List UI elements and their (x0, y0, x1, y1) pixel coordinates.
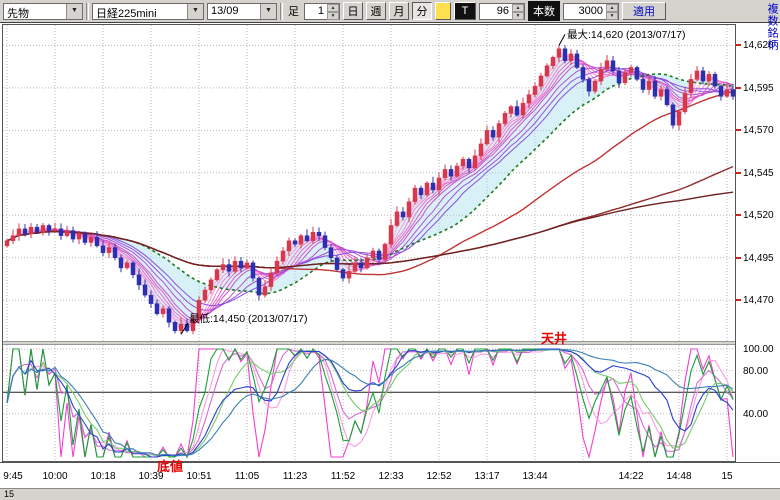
spin-up-icon[interactable]: ▲ (606, 3, 618, 12)
time-axis-label: 13:44 (522, 471, 548, 482)
bottom-scroll-strip[interactable]: 15 (0, 488, 780, 500)
contract-month-value: 13/09 (211, 4, 239, 17)
toolbar-separator (280, 2, 283, 20)
contract-month-select[interactable]: 13/09 ▼ (207, 2, 277, 20)
period-day-button[interactable]: 日 (343, 2, 363, 20)
bars-spinner[interactable]: 96 ▲ ▼ (479, 2, 525, 20)
period-minute-button[interactable]: 分 (412, 2, 432, 20)
strip-label: 15 (4, 489, 15, 499)
oscillator-axis-label: 40.00 (743, 408, 769, 420)
time-axis-label: 11:05 (234, 471, 260, 482)
toolbar-separator (86, 2, 89, 20)
time-axis-label: 14:22 (618, 471, 644, 482)
time-axis-label: 10:51 (186, 471, 212, 482)
toolbar: 先物 ▼ 日経225mini ▼ 13/09 ▼ 足 1 ▲ ▼ 日 週 月 分 … (0, 0, 780, 23)
axis-tick (736, 171, 741, 174)
oscillator-axis-label: 100.00 (743, 344, 774, 355)
max-annotation: 最大:14,620 (2013/07/17) (567, 29, 686, 41)
axis-tick (736, 44, 741, 47)
count-label: 本数 (528, 1, 560, 21)
spin-up-icon[interactable]: ▲ (512, 3, 524, 12)
time-axis-label: 9:45 (3, 471, 23, 482)
axis-tick (736, 129, 741, 132)
bar-type-label: 足 (288, 6, 299, 18)
price-axis-label: 14,495 (743, 252, 774, 264)
chevron-down-icon[interactable]: ▼ (66, 3, 82, 19)
time-axis-label: 12:52 (426, 471, 452, 482)
spin-down-icon[interactable]: ▼ (606, 11, 618, 20)
plot-area (2, 24, 736, 462)
interval-value: 1 (317, 4, 324, 17)
interval-spinner[interactable]: 1 ▲ ▼ (304, 2, 340, 20)
tick-chart-button[interactable]: T (454, 2, 476, 20)
category-value: 先物 (7, 7, 29, 19)
spin-down-icon[interactable]: ▼ (512, 11, 524, 20)
time-axis-label: 12:33 (378, 471, 404, 482)
oscillator-axis-label: 80.00 (743, 365, 769, 377)
axis-tick (736, 299, 741, 302)
time-axis-label: 10:39 (138, 471, 164, 482)
chevron-down-icon[interactable]: ▼ (187, 3, 203, 19)
apply-button[interactable]: 適用 (622, 2, 666, 20)
time-axis-label: 10:00 (42, 471, 68, 482)
count-spinner[interactable]: 3000 ▲ ▼ (563, 2, 619, 20)
price-axis: 14,620 14,595 14,570 14,545 14,520 14,495 14,4… (736, 24, 780, 462)
axis-tick (736, 214, 741, 217)
symbol-value: 日経225mini (96, 7, 157, 19)
time-axis-label: 13:17 (474, 471, 500, 482)
count-value: 3000 (578, 4, 603, 17)
multi-symbol-link[interactable]: 複数銘柄 (766, 3, 778, 51)
price-axis-label: 14,470 (743, 295, 774, 307)
axis-tick (736, 256, 741, 259)
price-axis-label: 14,545 (743, 167, 774, 179)
time-axis-label: 11:23 (282, 471, 308, 482)
time-axis-label: 14:48 (666, 471, 692, 482)
price-axis-label: 14,620 (743, 40, 774, 52)
axis-tick (736, 86, 741, 89)
time-axis: 9:45 10:00 10:18 10:39 10:51 11:05 11:23 11:52 1… (0, 462, 780, 488)
spin-down-icon[interactable]: ▼ (327, 11, 339, 20)
time-axis-label: 11:52 (330, 471, 356, 482)
oscillator-canvas[interactable] (3, 345, 735, 461)
period-month-button[interactable]: 月 (389, 2, 409, 20)
price-axis-label: 14,595 (743, 82, 774, 94)
price-chart-canvas[interactable] (3, 25, 735, 341)
time-axis-label: 10:18 (90, 471, 116, 482)
bottom-annotation: 底値 (157, 459, 184, 474)
price-axis-label: 14,520 (743, 210, 774, 222)
price-axis-label: 14,570 (743, 125, 774, 137)
ceiling-annotation: 天井 (541, 331, 568, 346)
period-week-button[interactable]: 週 (366, 2, 386, 20)
symbol-select[interactable]: 日経225mini ▼ (92, 2, 204, 20)
min-annotation: 最低:14,450 (2013/07/17) (189, 313, 308, 325)
bars-value: 96 (496, 4, 509, 17)
spin-up-icon[interactable]: ▲ (327, 3, 339, 12)
panel-splitter[interactable] (3, 341, 735, 345)
category-select[interactable]: 先物 ▼ (3, 2, 83, 20)
time-axis-label: 15 (721, 471, 733, 482)
highlight-button[interactable] (435, 2, 451, 20)
chevron-down-icon[interactable]: ▼ (260, 3, 276, 19)
